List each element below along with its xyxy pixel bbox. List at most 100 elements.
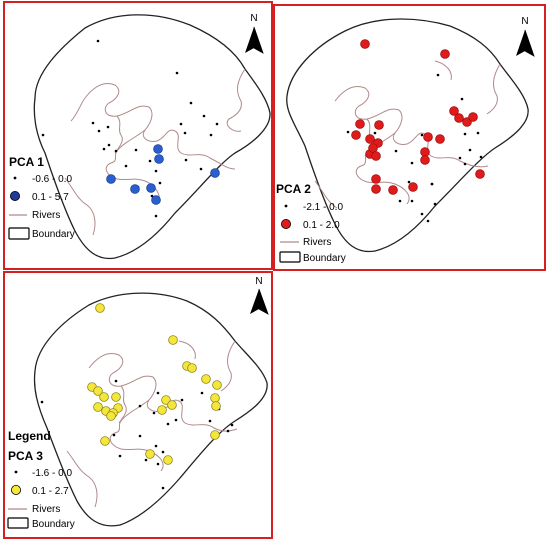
site-point-high bbox=[130, 184, 140, 194]
site-point-high bbox=[168, 335, 178, 345]
site-point-low bbox=[215, 122, 219, 126]
legend-low-symbol bbox=[14, 470, 18, 474]
site-point-low bbox=[114, 149, 118, 153]
legend-title: PCA 3 bbox=[8, 449, 43, 463]
site-point-low bbox=[199, 167, 203, 171]
legend-high-symbol bbox=[10, 190, 20, 201]
site-point-low bbox=[394, 149, 398, 153]
site-point-low bbox=[161, 450, 165, 454]
north-arrow: N bbox=[516, 16, 535, 57]
north-arrow: N bbox=[250, 276, 269, 315]
legend-boundary-symbol bbox=[8, 227, 30, 240]
site-point-low bbox=[154, 444, 158, 448]
site-point-low bbox=[208, 419, 212, 423]
site-point-high bbox=[371, 174, 381, 184]
site-point-high bbox=[187, 363, 197, 373]
site-point-low bbox=[433, 202, 437, 206]
site-point-high bbox=[106, 174, 116, 184]
site-point-high bbox=[475, 169, 485, 179]
site-point-low bbox=[154, 169, 158, 173]
site-point-high bbox=[360, 39, 370, 49]
legend-rivers-label: Rivers bbox=[303, 237, 331, 248]
site-point-high bbox=[420, 155, 430, 165]
site-point-low bbox=[179, 122, 183, 126]
site-point-low bbox=[468, 148, 472, 152]
site-point-high bbox=[210, 168, 220, 178]
site-point-low bbox=[476, 131, 480, 135]
site-point-low bbox=[148, 159, 152, 163]
site-point-high bbox=[167, 400, 177, 410]
site-point-low bbox=[209, 133, 213, 137]
pca3-map: N Legend PCA 3 -1.6 - 0.0 0.1 - 2.7 Rive… bbox=[7, 276, 269, 530]
site-point-low bbox=[41, 133, 45, 137]
site-point-low bbox=[189, 101, 193, 105]
legend-low-range: -0.6 - 0.0 bbox=[32, 174, 72, 185]
site-point-low bbox=[398, 199, 402, 203]
pca1-low-points bbox=[41, 39, 219, 218]
site-point-low bbox=[180, 398, 184, 402]
site-point-low bbox=[175, 71, 179, 75]
site-point-low bbox=[166, 422, 170, 426]
legend-high-range: 0.1 - 5.7 bbox=[32, 192, 69, 203]
site-point-high bbox=[408, 182, 418, 192]
site-point-low bbox=[174, 418, 178, 422]
legend-boundary-symbol bbox=[279, 251, 301, 263]
legend-low-range: -2.1 - 0.0 bbox=[303, 202, 343, 213]
site-point-low bbox=[426, 219, 430, 223]
north-arrow: N bbox=[245, 13, 264, 54]
legend-high-symbol bbox=[281, 218, 291, 229]
site-point-high bbox=[106, 411, 116, 421]
site-point-high bbox=[210, 430, 220, 440]
site-point-low bbox=[112, 433, 116, 437]
pca1-high-points bbox=[106, 144, 220, 205]
site-point-low bbox=[183, 131, 187, 135]
site-point-high bbox=[351, 130, 361, 140]
legend-low-range: -1.6 - 0.0 bbox=[32, 468, 72, 479]
site-point-high bbox=[100, 436, 110, 446]
pca2-map-panel: N PCA 2 -2.1 - 0.0 0.1 - 2.0 Rivers Boun… bbox=[273, 4, 546, 271]
legend-boundary-label: Boundary bbox=[32, 229, 75, 240]
site-point-low bbox=[102, 147, 106, 151]
site-point-low bbox=[410, 199, 414, 203]
site-point-high bbox=[468, 112, 478, 122]
site-point-high bbox=[95, 303, 105, 313]
legend-low-symbol bbox=[13, 176, 17, 180]
site-point-low bbox=[458, 156, 462, 160]
pca3-legend: Legend PCA 3 -1.6 - 0.0 0.1 - 2.7 Rivers… bbox=[7, 429, 75, 530]
river-network bbox=[64, 68, 246, 236]
site-point-low bbox=[138, 434, 142, 438]
site-point-low bbox=[184, 158, 188, 162]
site-point-high bbox=[454, 113, 464, 123]
site-point-high bbox=[440, 49, 450, 59]
site-point-low bbox=[430, 182, 434, 186]
site-point-high bbox=[210, 393, 220, 403]
legend-high-range: 0.1 - 2.7 bbox=[32, 486, 69, 497]
site-point-low bbox=[40, 400, 44, 404]
pca3-map-panel: N Legend PCA 3 -1.6 - 0.0 0.1 - 2.7 Rive… bbox=[3, 271, 273, 539]
site-point-high bbox=[423, 132, 433, 142]
pca1-legend: PCA 1 -0.6 - 0.0 0.1 - 5.7 Rivers Bounda… bbox=[8, 155, 75, 240]
site-point-high bbox=[99, 392, 109, 402]
site-point-low bbox=[96, 39, 100, 43]
site-point-high bbox=[212, 380, 222, 390]
svg-text:N: N bbox=[521, 16, 528, 27]
site-point-high bbox=[420, 147, 430, 157]
site-point-high bbox=[151, 195, 161, 205]
study-area-boundary bbox=[33, 14, 271, 260]
site-point-low bbox=[202, 114, 206, 118]
site-point-low bbox=[107, 143, 111, 147]
site-point-high bbox=[153, 144, 163, 154]
site-point-low bbox=[407, 180, 411, 184]
river-network bbox=[66, 340, 238, 508]
pca2-map: N PCA 2 -2.1 - 0.0 0.1 - 2.0 Rivers Boun… bbox=[276, 16, 535, 264]
site-point-low bbox=[479, 155, 483, 159]
site-point-low bbox=[161, 486, 165, 490]
site-point-high bbox=[146, 183, 156, 193]
site-point-high bbox=[368, 143, 378, 153]
site-point-low bbox=[158, 181, 162, 185]
site-point-low bbox=[410, 161, 414, 165]
site-point-high bbox=[111, 392, 121, 402]
legend-title: PCA 2 bbox=[276, 182, 311, 196]
site-point-low bbox=[156, 462, 160, 466]
site-point-low bbox=[124, 164, 128, 168]
